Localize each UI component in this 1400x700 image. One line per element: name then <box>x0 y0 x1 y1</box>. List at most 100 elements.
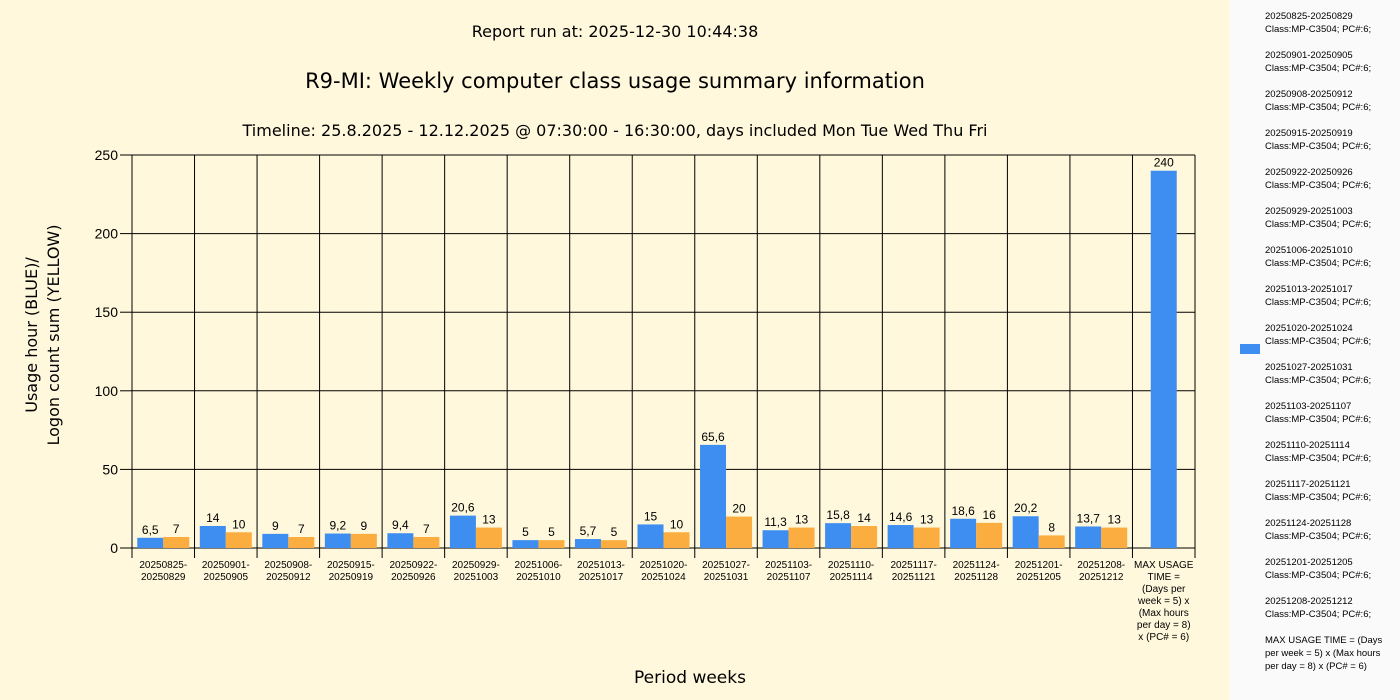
logon-count-bar <box>475 527 502 548</box>
legend-entry: MAX USAGE TIME = (Days per week = 5) x (… <box>1265 635 1383 672</box>
x-tick-label: 20251024 <box>641 572 686 583</box>
usage-hours-bar <box>137 537 164 548</box>
usage-hours-data-label: 11,3 <box>764 515 787 529</box>
x-tick-label: (Max hours <box>1139 608 1189 619</box>
x-tick-label: 20250908- <box>264 560 312 571</box>
chart-subtitle: Timeline: 25.8.2025 - 12.12.2025 @ 07:30… <box>242 121 988 140</box>
legend-entry: 20251006-20251010 Class:MP-C3504; PC#:6; <box>1265 245 1372 269</box>
usage-hours-data-label: 5 <box>522 525 529 539</box>
logon-count-bar <box>788 527 815 548</box>
logon-count-data-label: 13 <box>1108 513 1122 527</box>
logon-count-data-label: 7 <box>298 522 305 536</box>
report-run-timestamp: Report run at: 2025-12-30 10:44:38 <box>471 22 759 41</box>
legend-list: 20250825-20250829 Class:MP-C3504; PC#:6;… <box>1265 10 1395 686</box>
chart-area: Report run at: 2025-12-30 10:44:38 R9-MI… <box>22 22 1196 688</box>
logon-count-bar <box>976 522 1003 548</box>
usage-hours-bar <box>637 524 664 548</box>
usage-hours-data-label: 9,2 <box>330 519 347 533</box>
usage-hours-bar <box>825 523 852 548</box>
logon-count-bar <box>538 540 565 548</box>
logon-count-bar <box>600 540 627 548</box>
logon-count-bar <box>413 536 440 548</box>
x-tick-label: 20250926 <box>391 572 436 583</box>
usage-hours-data-label: 20,6 <box>451 501 475 515</box>
legend-entry: 20250922-20250926 Class:MP-C3504; PC#:6; <box>1265 167 1372 191</box>
x-tick-label: 20251013- <box>577 560 625 571</box>
usage-hours-bar <box>387 533 414 548</box>
logon-count-bar <box>350 533 377 548</box>
usage-hours-data-label: 240 <box>1154 156 1174 170</box>
x-tick-label: 20251110- <box>828 560 874 571</box>
logon-count-bar <box>225 532 252 548</box>
usage-hours-bar <box>887 525 914 548</box>
legend-entry: 20250915-20250919 Class:MP-C3504; PC#:6; <box>1265 128 1372 152</box>
logon-count-bar <box>163 536 190 548</box>
x-tick-label: 20251201- <box>1015 560 1063 571</box>
x-tick-label: 20250829 <box>141 572 186 583</box>
usage-hours-data-label: 5,7 <box>580 524 597 538</box>
logon-count-data-label: 8 <box>1048 520 1055 534</box>
logon-count-data-label: 13 <box>482 513 496 527</box>
usage-hours-bar <box>1075 526 1102 548</box>
usage-hours-data-label: 9 <box>272 519 279 533</box>
y-tick-label: 200 <box>95 226 119 242</box>
x-tick-label: 20251017 <box>579 572 624 583</box>
legend-entry: 20251208-20251212 Class:MP-C3504; PC#:6; <box>1265 596 1372 620</box>
legend-entry: 20251103-20251107 Class:MP-C3504; PC#:6; <box>1265 401 1372 425</box>
legend-entry: 20250825-20250829 Class:MP-C3504; PC#:6; <box>1265 11 1372 35</box>
logon-count-data-label: 14 <box>857 511 871 525</box>
x-tick-label: 20251027- <box>702 560 750 571</box>
x-tick-label: MAX USAGE <box>1134 560 1194 571</box>
logon-count-bar <box>663 532 690 548</box>
legend-entry: 20251027-20251031 Class:MP-C3504; PC#:6; <box>1265 362 1372 386</box>
usage-hours-data-label: 15 <box>644 509 658 523</box>
legend-entry: 20251020-20251024 Class:MP-C3504; PC#:6; <box>1265 323 1372 347</box>
logon-count-data-label: 10 <box>232 517 246 531</box>
logon-count-data-label: 5 <box>611 525 618 539</box>
usage-hours-data-label: 9,4 <box>392 518 409 532</box>
x-tick-label: 20250919 <box>329 572 374 583</box>
usage-hours-bar <box>950 518 977 548</box>
x-tick-label: 20251212 <box>1079 572 1124 583</box>
x-tick-label: per day = 8) <box>1137 620 1191 631</box>
legend-panel: 20250825-20250829 Class:MP-C3504; PC#:6;… <box>1230 0 1400 700</box>
usage-hours-bar <box>1012 516 1039 548</box>
x-axis-title: Period weeks <box>634 668 746 688</box>
legend-entry: 20251124-20251128 Class:MP-C3504; PC#:6; <box>1265 518 1372 542</box>
usage-hours-data-label: 13,7 <box>1077 511 1101 525</box>
x-tick-label: 20250922- <box>389 560 437 571</box>
y-tick-label: 100 <box>95 383 119 399</box>
chart-title: R9-MI: Weekly computer class usage summa… <box>305 69 925 93</box>
usage-hours-bar <box>262 533 289 548</box>
logon-count-data-label: 5 <box>548 525 555 539</box>
logon-count-bar <box>1101 527 1128 548</box>
logon-count-data-label: 7 <box>173 522 180 536</box>
y-tick-label: 0 <box>110 540 118 556</box>
legend-entry: 20251013-20251017 Class:MP-C3504; PC#:6; <box>1265 284 1372 308</box>
x-tick-label: 20250915- <box>327 560 375 571</box>
logon-count-bar <box>288 536 315 548</box>
usage-hours-bar <box>700 444 727 548</box>
x-tick-label: 20250912 <box>266 572 311 583</box>
logon-count-bar <box>726 516 753 548</box>
y-tick-label: 250 <box>95 147 119 163</box>
x-tick-label: week = 5) x <box>1137 596 1189 607</box>
usage-hours-data-label: 65,6 <box>701 430 725 444</box>
usage-hours-bar <box>762 530 789 548</box>
x-tick-label: 20251124- <box>953 560 1000 571</box>
logon-count-bar <box>913 527 940 548</box>
x-tick-label: 20251205 <box>1016 572 1061 583</box>
logon-count-data-label: 20 <box>732 502 746 516</box>
bar-chart-plot: 0 50 100 150 200 250 6,5 7 20250825-20250829 14 10… <box>95 147 1196 643</box>
usage-hours-data-label: 14,6 <box>889 510 913 524</box>
legend-entry: 20250908-20250912 Class:MP-C3504; PC#:6; <box>1265 89 1372 113</box>
x-tick-label: x (PC# = 6) <box>1138 632 1189 643</box>
legend-entry: 20251110-20251114 Class:MP-C3504; PC#:6; <box>1265 440 1372 464</box>
x-tick-label: 20251114 <box>830 572 873 583</box>
x-tick-label: 20251031 <box>704 572 749 583</box>
usage-hours-data-label: 6,5 <box>142 523 159 537</box>
usage-hours-bar <box>449 515 476 548</box>
x-tick-label: 20251107 <box>767 572 811 583</box>
logon-count-data-label: 13 <box>920 513 934 527</box>
legend-color-swatch <box>1240 344 1260 354</box>
